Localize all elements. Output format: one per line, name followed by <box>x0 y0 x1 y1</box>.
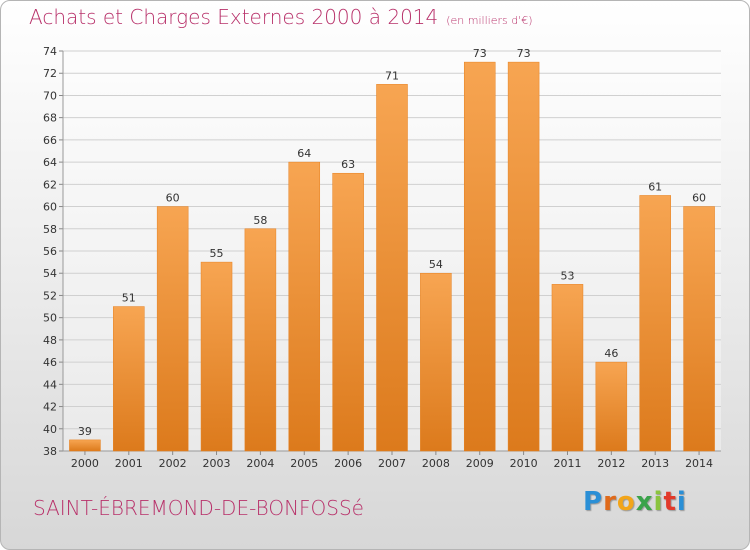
y-tick-label: 62 <box>43 178 57 191</box>
y-tick-label: 72 <box>43 67 57 80</box>
bar-2003 <box>200 261 233 452</box>
data-label-2013: 61 <box>648 180 662 193</box>
bar-2007 <box>376 84 408 452</box>
bar-2008 <box>420 272 452 452</box>
x-tick-label: 2014 <box>685 457 713 470</box>
logo-letter: P <box>583 487 604 517</box>
bars <box>69 61 715 452</box>
commune-name: SAINT-ÉBREMOND-DE-BONFOSSé <box>33 496 364 520</box>
y-tick-label: 48 <box>43 334 57 347</box>
bar-2004 <box>244 228 277 452</box>
x-tick-label: 2010 <box>510 457 538 470</box>
chart-subtitle: (en milliers d'€) <box>446 14 533 27</box>
bar-2014 <box>683 206 715 452</box>
data-label-2012: 46 <box>604 347 618 360</box>
bar-2011 <box>551 284 584 452</box>
y-tick-label: 64 <box>43 156 57 169</box>
x-tick-label: 2004 <box>246 457 274 470</box>
labels: 39 2000 51 2001 60 2002 55 2003 58 2004 64 2005 63 20… <box>71 47 713 470</box>
x-tick-label: 2007 <box>378 457 406 470</box>
data-label-2002: 60 <box>166 192 180 205</box>
logo-letter: i <box>653 487 664 517</box>
bar-2006 <box>332 172 364 452</box>
data-label-2004: 58 <box>253 214 267 227</box>
x-tick-label: 2008 <box>422 457 450 470</box>
y-tick-label: 44 <box>43 378 57 391</box>
data-label-2011: 53 <box>560 269 574 282</box>
data-label-2005: 64 <box>297 147 311 160</box>
y-tick-label: 68 <box>43 112 57 125</box>
chart-title: Achats et Charges Externes 2000 à 2014 <box>29 5 439 29</box>
data-label-2009: 73 <box>473 47 487 60</box>
data-label-2007: 71 <box>385 69 399 82</box>
y-tick-label: 60 <box>43 201 57 214</box>
y-tick-label: 74 <box>43 45 57 58</box>
y-tick-label: 52 <box>43 289 57 302</box>
x-tick-label: 2006 <box>334 457 362 470</box>
logo-letter: i <box>676 487 687 517</box>
x-tick-label: 2009 <box>466 457 494 470</box>
x-tick-label: 2002 <box>159 457 187 470</box>
page-title: Achats et Charges Externes 2000 à 2014 (e… <box>29 5 533 29</box>
y-tick-label: 58 <box>43 223 57 236</box>
data-label-2001: 51 <box>122 292 136 305</box>
data-label-2010: 73 <box>517 47 531 60</box>
y-tick-label: 56 <box>43 245 57 258</box>
y-tick-label: 70 <box>43 89 57 102</box>
bar-2012 <box>595 361 628 452</box>
bar-2001 <box>113 306 145 452</box>
logo-letter: r <box>603 487 617 517</box>
proxiti-logo: Proxiti <box>583 487 687 517</box>
x-tick-label: 2001 <box>115 457 143 470</box>
x-tick-label: 2005 <box>290 457 318 470</box>
data-label-2003: 55 <box>210 247 224 260</box>
x-tick-label: 2013 <box>641 457 669 470</box>
x-tick-label: 2011 <box>553 457 581 470</box>
data-label-2006: 63 <box>341 158 355 171</box>
data-label-2014: 60 <box>692 192 706 205</box>
x-tick-label: 2003 <box>203 457 231 470</box>
logo-letter: x <box>635 487 654 517</box>
data-label-2000: 39 <box>78 425 92 438</box>
y-tick-label: 40 <box>43 423 57 436</box>
y-tick-label: 38 <box>43 445 57 458</box>
x-tick-label: 2000 <box>71 457 99 470</box>
y-tick-label: 54 <box>43 267 57 280</box>
bar-2009 <box>463 61 496 452</box>
bar-2000 <box>69 439 101 452</box>
logo-letter: t <box>663 487 677 517</box>
y-tick-label: 66 <box>43 134 57 147</box>
bar-2010 <box>507 61 540 452</box>
y-tick-label: 46 <box>43 356 57 369</box>
y-tick-label: 42 <box>43 401 57 414</box>
y-tick-label: 50 <box>43 312 57 325</box>
bar-2005 <box>288 161 321 452</box>
logo-letter: o <box>616 487 636 517</box>
data-label-2008: 54 <box>429 258 443 271</box>
bar-2013 <box>639 195 671 452</box>
x-tick-label: 2012 <box>597 457 625 470</box>
bar-2002 <box>156 206 189 452</box>
